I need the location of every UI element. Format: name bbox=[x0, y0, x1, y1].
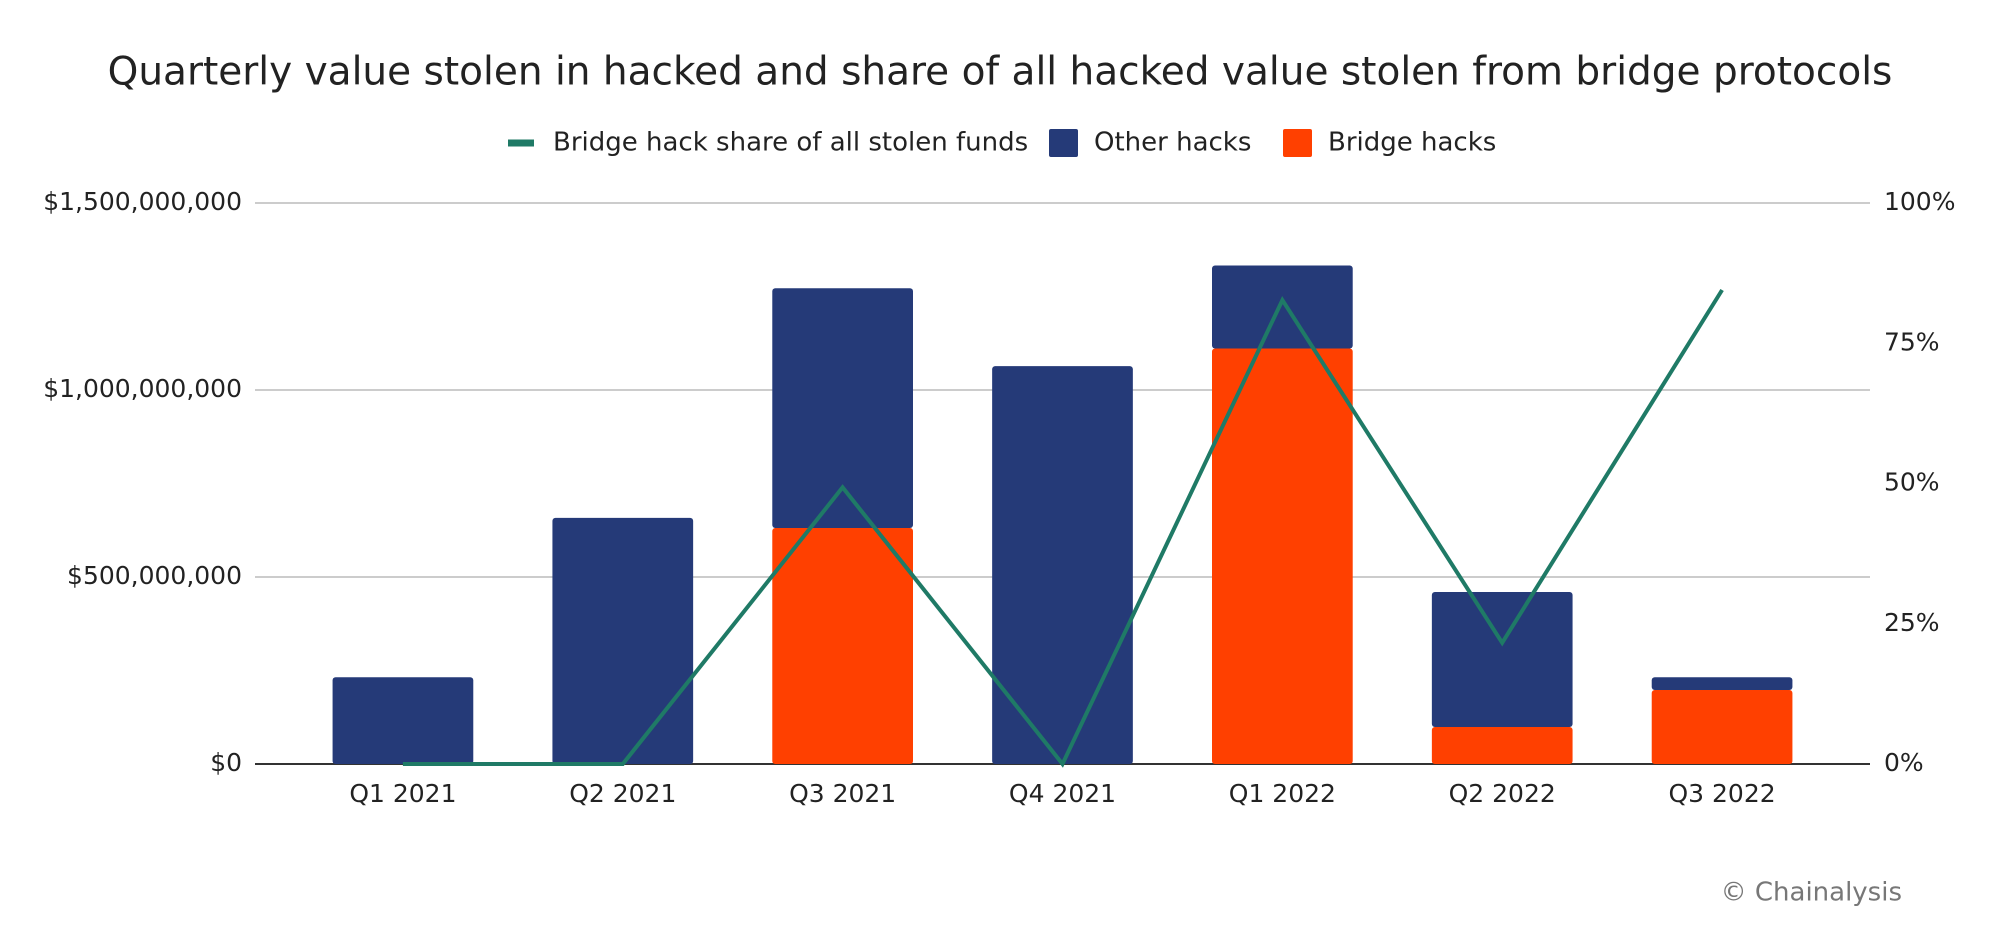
y2-tick-label: 100% bbox=[1884, 187, 1955, 216]
y-tick-label: $0 bbox=[210, 748, 242, 777]
legend-swatch bbox=[1049, 129, 1078, 157]
y2-tick-label: 25% bbox=[1884, 608, 1940, 637]
credit: © Chainalysis bbox=[1721, 878, 1902, 908]
x-tick-label: Q3 2022 bbox=[1668, 779, 1775, 808]
y2-tick-label: 0% bbox=[1884, 748, 1924, 777]
y-tick-label: $1,500,000,000 bbox=[43, 187, 242, 216]
x-tick-label: Q4 2021 bbox=[1009, 779, 1116, 808]
y-tick-label: $500,000,000 bbox=[67, 561, 242, 590]
bar-segment bbox=[1431, 591, 1573, 727]
bar-segment bbox=[1651, 689, 1793, 764]
x-tick-label: Q2 2021 bbox=[569, 779, 676, 808]
bar-segment bbox=[552, 517, 694, 764]
legend-swatch bbox=[1283, 129, 1312, 157]
legend-label: Bridge hack share of all stolen funds bbox=[553, 128, 1028, 158]
x-tick-label: Q1 2022 bbox=[1229, 779, 1336, 808]
x-tick-label: Q1 2021 bbox=[349, 779, 456, 808]
chart-title: Quarterly value stolen in hacked and sha… bbox=[108, 50, 1893, 95]
x-tick-label: Q3 2021 bbox=[789, 779, 896, 808]
bar-segment bbox=[1212, 348, 1353, 764]
bar-segment bbox=[772, 528, 913, 764]
x-tick-label: Q2 2022 bbox=[1449, 779, 1556, 808]
legend-label: Other hacks bbox=[1094, 128, 1251, 158]
bar-segment bbox=[992, 366, 1133, 764]
bar-segment bbox=[1651, 677, 1793, 690]
line-series bbox=[402, 288, 1724, 768]
legend-label: Bridge hacks bbox=[1328, 128, 1496, 158]
bar-segment bbox=[332, 677, 474, 764]
bar-segment bbox=[1431, 726, 1573, 764]
y2-tick-label: 75% bbox=[1884, 327, 1940, 356]
bar-segment bbox=[1212, 265, 1353, 349]
bar-segment bbox=[772, 288, 913, 529]
y-tick-label: $1,000,000,000 bbox=[43, 374, 242, 403]
y2-tick-label: 50% bbox=[1884, 468, 1940, 497]
